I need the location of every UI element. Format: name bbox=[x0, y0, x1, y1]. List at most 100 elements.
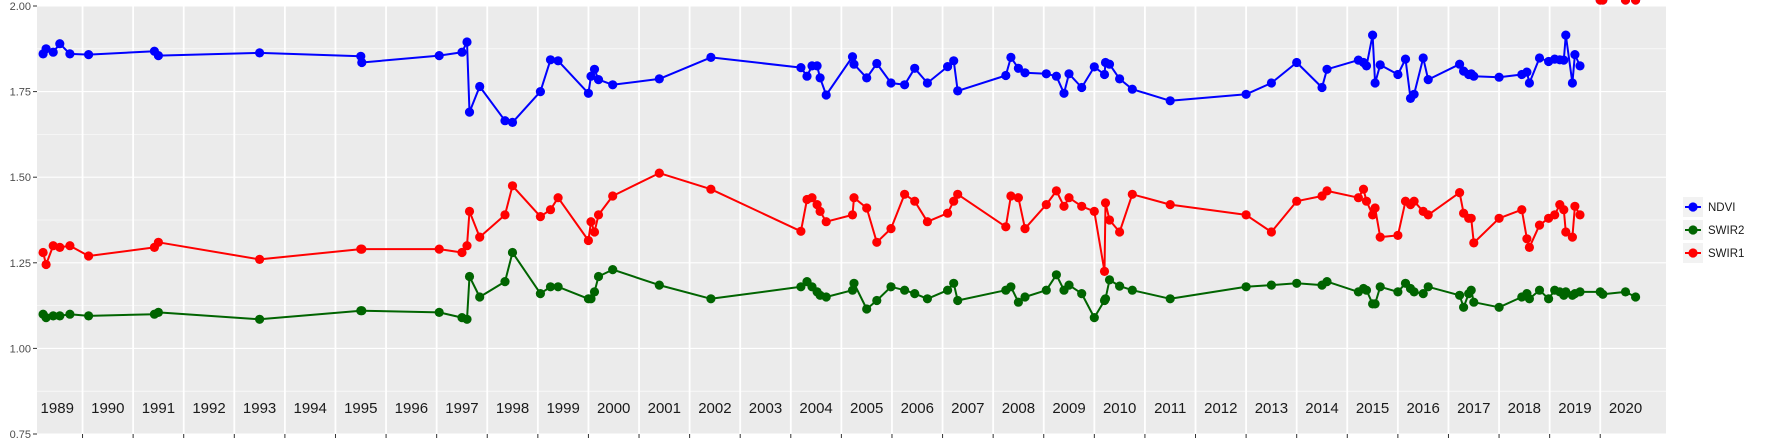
swir2-point bbox=[1322, 277, 1332, 287]
swir2-point bbox=[847, 285, 858, 295]
ndvi-point bbox=[1524, 78, 1534, 88]
swir1-point bbox=[1358, 184, 1369, 194]
swir1-point bbox=[1241, 210, 1251, 220]
y-tick-label: 1.25 bbox=[10, 258, 31, 270]
ndvi-point bbox=[1567, 78, 1577, 88]
data-series bbox=[38, 0, 1641, 324]
ndvi-point bbox=[1561, 30, 1571, 40]
swir1-point bbox=[1517, 205, 1527, 215]
swir1-point bbox=[821, 217, 831, 227]
ndvi-point bbox=[910, 63, 920, 73]
swir2-point bbox=[706, 294, 716, 304]
swir2-point bbox=[886, 282, 896, 292]
swir2-point bbox=[153, 307, 163, 317]
swir2-point bbox=[1051, 270, 1061, 280]
swir2-point bbox=[55, 311, 65, 321]
ndvi-point bbox=[821, 90, 831, 100]
swir1-point bbox=[654, 168, 664, 178]
swir1-point bbox=[457, 247, 467, 258]
swir2-point bbox=[1469, 297, 1479, 307]
ndvi-point bbox=[1115, 74, 1125, 84]
ndvi-point bbox=[1418, 53, 1428, 63]
swir1-point bbox=[862, 203, 872, 213]
ndvi-point bbox=[1013, 63, 1024, 73]
swir2-point bbox=[545, 282, 556, 292]
swir1-point bbox=[55, 242, 65, 252]
swir1-point bbox=[900, 189, 910, 199]
swir2-point bbox=[1393, 287, 1403, 297]
swir1-point bbox=[462, 241, 472, 251]
swir2-point bbox=[1241, 282, 1251, 292]
year-label: 2015 bbox=[1356, 400, 1389, 417]
swir2-point bbox=[1013, 297, 1024, 307]
swir1-point bbox=[706, 184, 716, 194]
swir2-point bbox=[1100, 294, 1111, 304]
ndvi-point bbox=[475, 81, 485, 92]
swir1-point bbox=[1059, 201, 1069, 211]
swir1-point bbox=[153, 237, 163, 247]
swir2-point bbox=[357, 306, 367, 316]
swir1-point bbox=[255, 254, 265, 264]
swir2-point bbox=[41, 313, 51, 323]
swir1-point bbox=[1266, 227, 1276, 237]
ndvi-point bbox=[1370, 78, 1380, 88]
y-tick-label: 1.75 bbox=[10, 87, 31, 99]
ndvi-point bbox=[1534, 53, 1545, 63]
swir2-point bbox=[1598, 289, 1608, 299]
ndvi-point bbox=[1393, 69, 1403, 80]
swir1-point bbox=[1064, 193, 1074, 203]
ndvi-point bbox=[886, 78, 896, 88]
swir2-point bbox=[589, 287, 600, 297]
ndvi-point bbox=[608, 80, 618, 90]
swir1-point bbox=[1469, 238, 1479, 248]
swir1-point bbox=[796, 226, 806, 236]
year-label: 1998 bbox=[496, 400, 529, 417]
ndvi-point bbox=[1266, 78, 1276, 88]
ndvi-point bbox=[1361, 61, 1372, 71]
swir1-point bbox=[583, 235, 594, 246]
year-label: 2012 bbox=[1204, 400, 1237, 417]
swir1-point bbox=[1322, 186, 1332, 196]
ndvi-point bbox=[849, 59, 859, 69]
ndvi-point bbox=[1104, 59, 1115, 69]
ndvi-point bbox=[593, 75, 604, 85]
swir1-point bbox=[553, 193, 563, 203]
swir1-point bbox=[1550, 210, 1560, 220]
swir1-point bbox=[84, 251, 94, 261]
y-tick-label: 2.00 bbox=[10, 1, 31, 13]
swir1-point bbox=[1575, 210, 1585, 220]
swir2-point bbox=[1064, 280, 1074, 290]
swir2-point bbox=[1127, 285, 1137, 295]
swir1-point bbox=[1598, 0, 1608, 5]
swir2-point bbox=[910, 289, 920, 299]
swir2-point bbox=[593, 271, 604, 282]
year-label: 1996 bbox=[395, 400, 428, 417]
swir1-point bbox=[500, 210, 510, 220]
swir2-point bbox=[922, 294, 933, 304]
swir1-point bbox=[943, 208, 953, 218]
ndvi-point bbox=[464, 107, 475, 117]
swir2-point bbox=[500, 277, 510, 287]
swir2-point bbox=[553, 282, 563, 292]
ndvi-point bbox=[507, 117, 518, 127]
x-axis: 1989 1990 1991 1992 1993 1994 1995 1996 1997 1998… bbox=[41, 400, 1642, 438]
swir1-point bbox=[1631, 0, 1641, 5]
swir2-point bbox=[1534, 285, 1545, 295]
swir1-point bbox=[1013, 193, 1024, 203]
swir1-point bbox=[1494, 213, 1504, 223]
ndvi-point bbox=[1375, 60, 1385, 70]
swir2-point bbox=[535, 289, 546, 299]
ndvi-point bbox=[796, 63, 806, 73]
swir1-point bbox=[1077, 201, 1087, 211]
ndvi-point bbox=[583, 88, 594, 98]
swir1-point bbox=[1361, 196, 1372, 206]
swir2-point bbox=[1409, 287, 1419, 297]
swir2-point bbox=[1165, 294, 1175, 304]
legend-swir1-label: SWIR1 bbox=[1708, 248, 1744, 260]
swir1-point bbox=[910, 196, 920, 206]
swir1-point bbox=[1375, 232, 1385, 242]
ndvi-point bbox=[900, 80, 910, 90]
ndvi-point bbox=[1241, 89, 1251, 99]
swir2-point bbox=[862, 304, 872, 314]
